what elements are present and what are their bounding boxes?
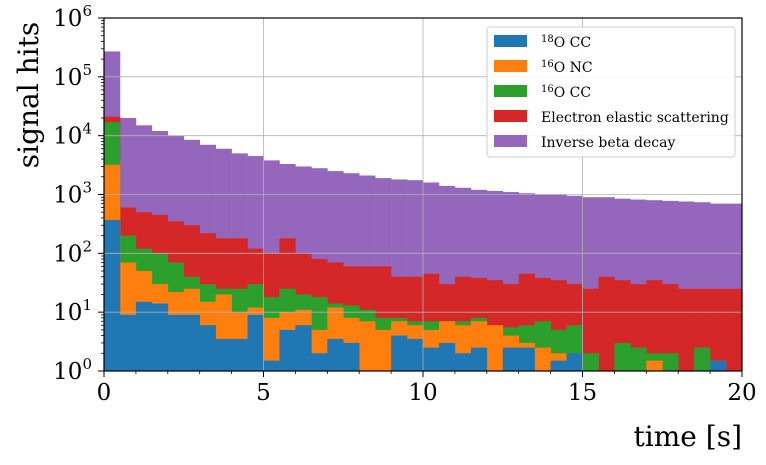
legend-swatch-2: [494, 85, 527, 97]
legend-label-0: 18O CC: [541, 34, 591, 51]
tick-labels-layer: 0 5 10 15 20 100 101 102 103 104 105 106: [53, 2, 756, 406]
bar-s0-b18: [391, 335, 408, 371]
x-tick-label-3: 15: [568, 380, 597, 406]
bar-s0-b11: [279, 329, 296, 371]
y-tick-label-3: 103: [53, 179, 92, 209]
bar-s0-b38: [710, 360, 727, 371]
bar-s3-b31: [598, 276, 615, 371]
legend-box: [486, 26, 736, 158]
bar-s0-b5: [183, 314, 200, 371]
bar-s0-b25: [502, 347, 519, 371]
bar-s0-b29: [566, 353, 583, 371]
bar-s0-b12: [295, 325, 312, 371]
bar-s0-b10: [263, 360, 280, 371]
legend: 18O CC 16O NC 16O CC Electron elastic scatt…: [486, 26, 736, 158]
bar-s0-b8: [231, 338, 248, 371]
bar-s2-b35: [662, 353, 679, 371]
legend-label-4: Inverse beta decay: [541, 135, 675, 151]
bar-s0-b19: [407, 338, 424, 371]
bar-s3-b38: [710, 288, 727, 371]
bar-s0-b21: [438, 342, 456, 371]
x-tick-label-2: 10: [408, 380, 437, 406]
bar-s3-b35: [662, 284, 679, 371]
x-tick-label-4: 20: [727, 380, 756, 406]
legend-swatch-1: [494, 60, 527, 72]
bar-s1-b24: [486, 325, 504, 371]
bar-s0-b28: [550, 360, 567, 371]
y-axis-label: signal hits: [12, 22, 45, 168]
bar-s0-b15: [343, 342, 360, 371]
bar-s1-b17: [375, 329, 392, 371]
bar-s0-b26: [518, 347, 535, 371]
bar-s3-b36: [678, 288, 695, 371]
x-tick-label-0: 0: [97, 380, 112, 406]
bar-s2-b30: [582, 353, 599, 371]
bar-s2-b33: [630, 347, 647, 371]
legend-swatch-0: [494, 35, 527, 47]
bar-s0-b0: [104, 219, 121, 371]
bar-s1-b34: [646, 360, 663, 371]
y-tick-label-4: 104: [53, 120, 92, 150]
bar-s0-b13: [311, 353, 328, 371]
bar-s0-b2: [135, 301, 153, 371]
bar-s0-b3: [151, 303, 169, 371]
bar-s1-b10: [263, 317, 280, 371]
bar-s0-b9: [247, 314, 264, 371]
bar-s3-b34: [646, 280, 663, 371]
legend-label-1: 16O NC: [541, 59, 593, 76]
bar-s0-b7: [215, 338, 232, 371]
legend-label-3: Electron elastic scattering: [541, 110, 729, 126]
bars-layer: [104, 51, 743, 372]
bar-s1-b16: [359, 321, 376, 371]
y-tick-label-6: 106: [53, 2, 92, 32]
bar-s0-b6: [199, 325, 216, 371]
bar-s0-b4: [167, 314, 185, 371]
bar-s3-b30: [582, 288, 599, 371]
bar-s0-b20: [423, 347, 440, 371]
legend-label-2: 16O CC: [541, 84, 591, 101]
y-tick-label-0: 100: [53, 355, 92, 385]
bar-s0-b23: [470, 347, 488, 371]
ticks-layer: [98, 17, 743, 377]
legend-swatch-4: [494, 135, 527, 147]
legend-swatch-3: [494, 110, 527, 122]
bar-s2-b37: [694, 347, 711, 371]
x-tick-label-1: 5: [256, 380, 271, 406]
y-tick-label-5: 105: [53, 61, 92, 91]
bar-s0-b14: [327, 338, 344, 371]
x-axis-label: time [s]: [634, 420, 742, 453]
bar-s2-b32: [614, 342, 631, 371]
bar-s0-b1: [119, 314, 137, 371]
bar-s1-b27: [534, 347, 551, 371]
y-tick-label-1: 101: [53, 296, 92, 326]
bar-s3-b39: [726, 288, 743, 371]
bar-s0-b22: [454, 353, 472, 371]
y-tick-label-2: 102: [53, 237, 92, 267]
